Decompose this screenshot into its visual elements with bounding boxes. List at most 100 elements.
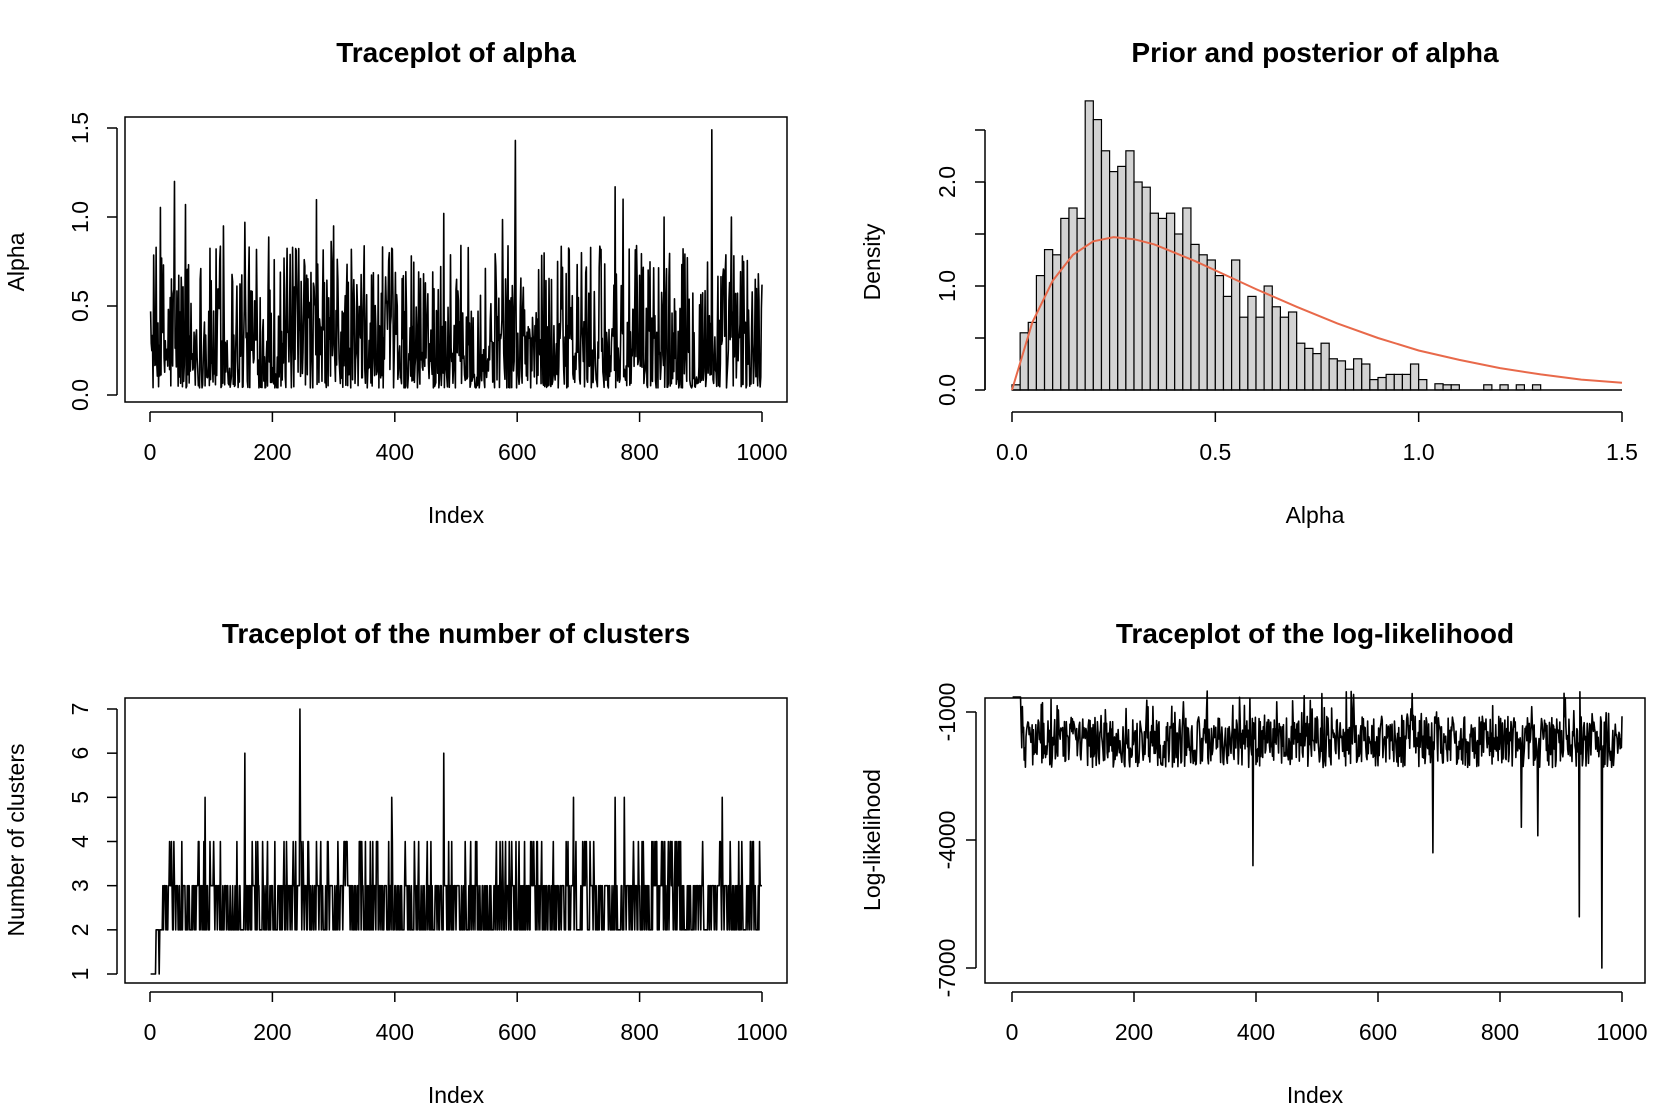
histogram-bar	[1393, 373, 1404, 391]
x-tick-label: 0.0	[996, 439, 1028, 465]
plot-frame	[984, 697, 1646, 984]
x-axis-label: Alpha	[1286, 502, 1345, 528]
y-tick-label: 0.0	[67, 379, 93, 411]
histogram-bar	[1222, 295, 1233, 391]
histogram-bar	[1279, 316, 1290, 391]
x-tick-label: 400	[1237, 1019, 1275, 1045]
histogram-bar	[1043, 249, 1054, 391]
x-axis-label: Index	[428, 502, 485, 528]
y-axis-label: Log-likelihood	[859, 769, 885, 911]
y-tick-label: 1	[67, 968, 93, 981]
histogram-bar	[1068, 207, 1078, 391]
histogram-bar	[1214, 275, 1225, 391]
histogram-bar	[1271, 306, 1282, 391]
x-tick-label: 200	[253, 1019, 291, 1045]
y-tick-label: 0.5	[67, 290, 93, 322]
y-tick-label: 4	[67, 835, 93, 848]
x-tick-label: 600	[498, 439, 536, 465]
x-tick-label: 200	[1115, 1019, 1153, 1045]
histogram-bar	[1035, 275, 1046, 391]
histogram-bar	[1255, 316, 1265, 391]
y-tick-label: -1000	[934, 683, 960, 742]
histogram-bar	[1206, 259, 1216, 391]
histogram-bar	[1141, 186, 1151, 391]
x-tick-label: 1000	[736, 439, 787, 465]
histogram-bar	[1385, 373, 1395, 391]
histogram-bar	[1287, 311, 1298, 391]
y-tick-label: 1.0	[934, 270, 960, 302]
x-tick-label: 600	[1359, 1019, 1397, 1045]
x-tick-label: 200	[253, 439, 291, 465]
histogram-bar	[1336, 360, 1347, 391]
histogram-bar	[1198, 254, 1208, 391]
histogram-bar	[1239, 316, 1249, 391]
x-tick-label: 400	[376, 1019, 414, 1045]
x-tick-label: 800	[1481, 1019, 1519, 1045]
histogram-bar	[1125, 150, 1135, 391]
y-tick-label: 0.0	[934, 374, 960, 406]
histogram-bar	[1076, 217, 1086, 391]
histogram-bar	[1060, 217, 1070, 391]
x-tick-label: 1000	[736, 1019, 787, 1045]
histogram-bar	[1483, 384, 1493, 391]
x-tick-label: 0	[144, 439, 157, 465]
histogram-bar	[1409, 363, 1420, 391]
x-tick-label: 800	[620, 1019, 658, 1045]
y-tick-label: 7	[67, 703, 93, 716]
plot-frame	[124, 116, 788, 403]
plot-frame	[124, 697, 788, 984]
panel-3: Traceplot of the number of clusters Index…	[3, 618, 788, 1108]
y-tick-label: 6	[67, 747, 93, 760]
histogram-bar	[1117, 165, 1127, 391]
histogram-bar	[1133, 181, 1143, 391]
y-tick-label: -4000	[934, 811, 960, 870]
histogram-bar	[1434, 383, 1444, 391]
histogram-bar	[1344, 368, 1355, 391]
x-tick-label: 0	[144, 1019, 157, 1045]
panel-1: Traceplot of alpha Index Alpha 0 200 400 600 80…	[3, 37, 788, 528]
histogram-bar	[1361, 363, 1371, 391]
x-tick-label: 400	[376, 439, 414, 465]
histogram-bar	[1418, 379, 1428, 391]
x-tick-label: 1.5	[1606, 439, 1638, 465]
histogram-bar	[1450, 384, 1460, 391]
trace-line	[1012, 690, 1623, 969]
histogram-bar	[1190, 243, 1200, 391]
histogram-bar	[1247, 295, 1257, 391]
x-axis-label: Index	[428, 1082, 485, 1108]
y-tick-label: 5	[67, 791, 93, 804]
histogram-bar	[1174, 233, 1184, 391]
histogram-bar	[1352, 358, 1363, 391]
histogram-bar	[1263, 285, 1273, 391]
histogram-bar	[1328, 358, 1338, 391]
histogram-bar	[1108, 171, 1119, 391]
trace-line	[149, 128, 763, 389]
y-axis-label: Alpha	[3, 232, 29, 291]
histogram-bar	[1157, 217, 1168, 391]
y-tick-label: 1.0	[67, 201, 93, 233]
y-tick-label: 2.0	[934, 166, 960, 198]
histogram-bar	[1312, 353, 1322, 391]
histogram-bar	[1369, 379, 1379, 391]
chart-title: Traceplot of alpha	[336, 37, 576, 68]
histogram-bar	[1401, 373, 1412, 391]
histogram-bar	[1320, 342, 1330, 391]
histogram-bar	[1165, 212, 1176, 391]
histogram-bar	[1442, 384, 1452, 391]
chart-title: Traceplot of the log-likelihood	[1116, 618, 1514, 649]
x-tick-label: 1.0	[1403, 439, 1435, 465]
y-tick-label: 2	[67, 923, 93, 936]
x-tick-label: 800	[620, 439, 658, 465]
chart-title: Traceplot of the number of clusters	[222, 618, 690, 649]
chart-title: Prior and posterior of alpha	[1131, 37, 1499, 68]
histogram-bar	[1304, 347, 1314, 391]
prior-density-curve	[1011, 236, 1623, 391]
x-axis-label: Index	[1287, 1082, 1344, 1108]
panel-4: Traceplot of the log-likelihood Index Log-…	[859, 618, 1648, 1108]
histogram-bar	[1515, 384, 1526, 391]
histogram-bar	[1182, 207, 1192, 391]
histogram-bar	[1100, 150, 1111, 391]
x-tick-label: 1000	[1596, 1019, 1647, 1045]
y-axis-label: Number of clusters	[3, 743, 29, 936]
